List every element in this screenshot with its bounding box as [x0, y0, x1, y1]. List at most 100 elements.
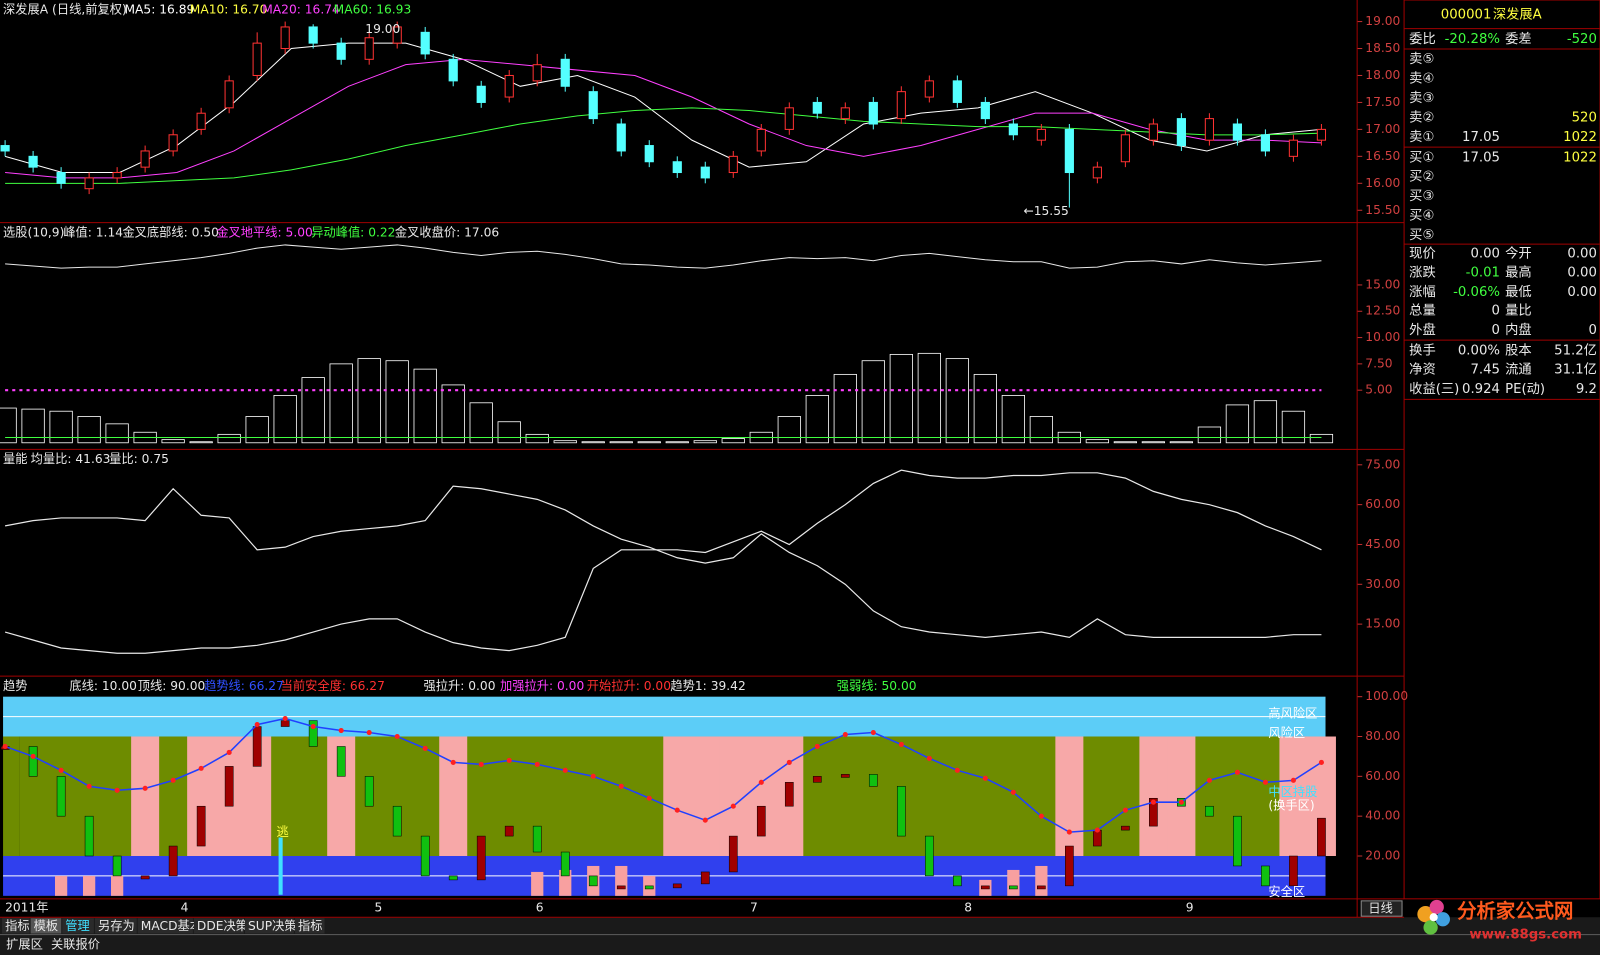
legend-item: 趋势: [3, 679, 27, 693]
hill-bar: [833, 373, 857, 444]
quote-cell: 现价: [1409, 246, 1436, 261]
date-label: 9: [1186, 901, 1194, 915]
hill-bar: [1141, 441, 1166, 444]
quote-cell: 换手: [1409, 342, 1436, 358]
trend-step: [56, 776, 66, 817]
candle-body: [252, 42, 262, 76]
hill-bar: [889, 353, 913, 444]
toolbar-tab[interactable]: [137, 918, 193, 934]
y-tick-label: 80.00: [1365, 729, 1400, 743]
book-label: 买②: [1409, 169, 1434, 185]
date-label: 2011年: [5, 901, 48, 915]
legend-item: 量比: 0.75: [109, 452, 169, 466]
toolbar-tab[interactable]: [294, 918, 325, 934]
zone-column: [971, 736, 1000, 857]
safety-dot: [1234, 769, 1240, 775]
candle-body: [1036, 128, 1046, 141]
toolbar-tab[interactable]: [62, 918, 94, 934]
legend-item: 金叉收盘价: 17.06: [395, 224, 499, 239]
safety-dot: [142, 785, 148, 791]
toolbar-tab[interactable]: [30, 918, 62, 934]
candle-body: [448, 58, 458, 82]
trend-step: [588, 875, 598, 887]
trend-step: [84, 815, 94, 857]
trend-step: [924, 835, 934, 877]
safety-dot: [254, 722, 260, 728]
zone-column: [1027, 736, 1056, 857]
y-tick-label: 18.50: [1365, 41, 1400, 55]
legend-item: 强拉升: 0.00: [423, 678, 495, 693]
candle-body: [140, 150, 150, 168]
quote-cell: 0.00: [1567, 266, 1597, 281]
volume-line: [4, 485, 1322, 638]
trend-step: [1009, 885, 1018, 890]
safety-dot: [478, 761, 484, 767]
legend-item: 金叉底部线: 0.50: [122, 224, 219, 239]
safety-dot: [786, 759, 792, 765]
trend-step: [28, 746, 38, 777]
y-tick-label: 12.50: [1365, 304, 1400, 318]
safety-dot: [394, 733, 400, 740]
trend-step: [140, 875, 150, 880]
trend-step: [560, 851, 570, 877]
zone-label: 风险区: [1268, 725, 1305, 740]
low-bar: [531, 871, 544, 896]
quote-cell: 0.924: [1462, 382, 1500, 397]
quote-cell: 涨幅: [1409, 284, 1436, 300]
candle-body: [1204, 118, 1214, 141]
candle-body: [560, 58, 570, 87]
zone-column: [859, 736, 888, 857]
toolbar-label[interactable]: SUP决策: [248, 918, 297, 933]
trend-step: [672, 883, 682, 889]
hill-bar: [973, 373, 997, 444]
quote-cell: 0.00: [1567, 285, 1597, 300]
candle-body: [616, 123, 626, 152]
trend-step: [981, 885, 990, 890]
trend-step: [308, 720, 318, 747]
hill-bar: [301, 377, 325, 444]
candle-body: [84, 177, 94, 190]
quote-cell: 流通: [1505, 362, 1532, 378]
toolbar-tab[interactable]: [2, 918, 30, 934]
safety-dot: [506, 757, 512, 763]
y-tick-label: 16.00: [1365, 176, 1400, 190]
candle-body: [336, 42, 346, 60]
annotation: 19.00: [365, 22, 400, 36]
safety-dot: [170, 777, 176, 783]
candle-body: [952, 80, 962, 103]
y-tick-label: 30.00: [1365, 577, 1400, 591]
candle-body: [1064, 128, 1074, 174]
toolbar-label[interactable]: 指标: [5, 918, 29, 933]
candle-body: [868, 101, 878, 125]
toolbar-label[interactable]: 管理: [65, 918, 89, 933]
candle-body: [644, 145, 654, 163]
bottom-tab[interactable]: 关联报价: [51, 936, 100, 951]
trend-step: [1317, 817, 1326, 857]
y-tick-label: 15.50: [1365, 203, 1400, 217]
safety-dot: [2, 743, 8, 750]
safety-dot: [1178, 799, 1184, 805]
trend-step: [112, 855, 122, 877]
toolbar-tab[interactable]: [94, 918, 137, 934]
low-bar: [615, 865, 628, 896]
hill-bar: [385, 360, 409, 444]
candle-body: [56, 172, 66, 184]
candle-body: [1148, 123, 1158, 141]
toolbar-label[interactable]: 另存为: [98, 919, 135, 933]
bottom-tab[interactable]: 扩展区: [6, 937, 43, 951]
trend-step: [868, 774, 878, 787]
toolbar-tab[interactable]: [193, 918, 244, 934]
safety-dot: [702, 817, 708, 823]
toolbar-label[interactable]: MACD基本: [141, 919, 202, 933]
quote-panel: [1403, 0, 1600, 900]
hill-bar: [581, 441, 605, 444]
hill-bar: [637, 441, 661, 444]
toolbar-label[interactable]: DDE决策: [197, 918, 248, 933]
toolbar-label[interactable]: 模板: [34, 919, 58, 933]
safety-dot: [1262, 779, 1268, 785]
toolbar-tab[interactable]: [244, 918, 294, 934]
trend-step: [448, 875, 458, 881]
quote-cell: 总量: [1409, 302, 1436, 318]
toolbar-label[interactable]: 指标: [298, 918, 322, 933]
trend-step: [1037, 885, 1046, 890]
